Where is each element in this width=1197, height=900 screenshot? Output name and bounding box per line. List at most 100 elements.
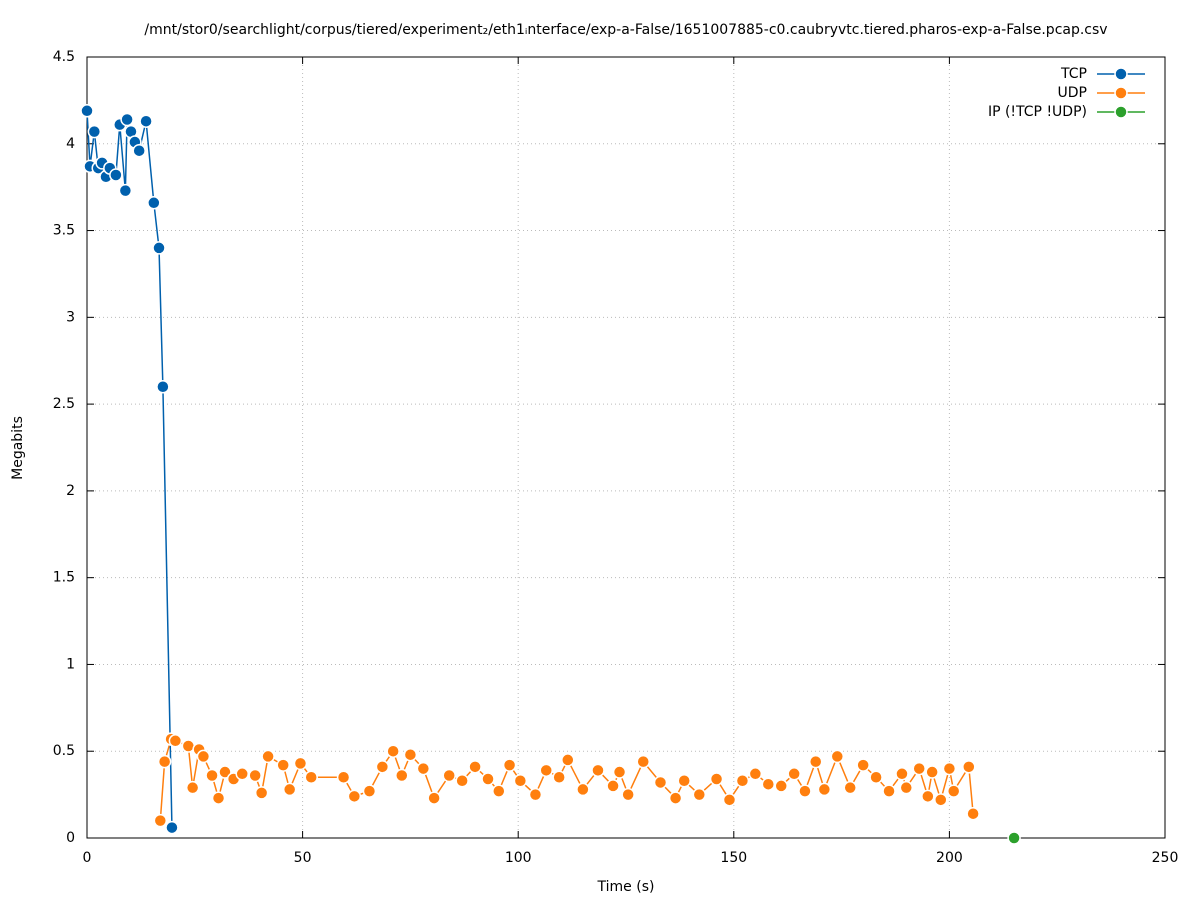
data-point xyxy=(513,773,528,788)
data-point xyxy=(109,168,123,182)
data-point xyxy=(856,758,870,772)
data-point xyxy=(455,773,469,788)
data-point xyxy=(157,754,172,769)
data-point xyxy=(761,777,776,791)
data-point xyxy=(211,791,226,805)
data-point xyxy=(304,770,318,785)
data-point xyxy=(248,768,262,783)
data-point xyxy=(576,782,590,797)
chart-title: /mnt/stor0/searchlight/corpus/tiered/exp… xyxy=(144,22,1107,38)
data-point xyxy=(254,786,269,800)
data-point xyxy=(612,765,627,779)
data-point xyxy=(817,782,832,797)
data-point xyxy=(120,112,134,127)
data-point xyxy=(375,760,390,774)
data-point xyxy=(147,196,161,210)
data-point xyxy=(416,761,431,776)
data-point xyxy=(185,780,200,795)
data-point xyxy=(80,104,94,118)
data-point xyxy=(492,784,506,798)
data-point xyxy=(966,806,980,821)
legend-marker xyxy=(1114,86,1128,100)
data-point xyxy=(921,789,935,804)
data-point xyxy=(362,784,377,798)
x-tick-label: 200 xyxy=(936,850,963,866)
data-point xyxy=(139,114,153,128)
data-point xyxy=(774,779,788,793)
data-point xyxy=(653,775,668,790)
x-tick-label: 50 xyxy=(294,850,312,866)
y-tick-label: 0.5 xyxy=(53,743,75,759)
data-point xyxy=(942,761,957,776)
data-point xyxy=(561,753,575,767)
y-tick-label: 4.5 xyxy=(53,49,75,65)
data-point xyxy=(798,784,812,798)
data-point xyxy=(218,765,232,779)
data-point xyxy=(621,787,635,802)
data-point xyxy=(636,754,650,769)
data-point xyxy=(925,765,939,779)
x-axis-label: Time (s) xyxy=(597,879,655,895)
data-point xyxy=(962,760,976,774)
legend-label: TCP xyxy=(1060,66,1087,82)
y-tick-label: 2 xyxy=(66,483,75,499)
data-point xyxy=(668,791,683,805)
data-point xyxy=(481,772,495,786)
data-point xyxy=(787,767,801,781)
legend-label: UDP xyxy=(1058,85,1087,101)
x-tick-label: 250 xyxy=(1152,850,1179,866)
y-tick-label: 0 xyxy=(66,830,75,846)
data-point xyxy=(403,747,418,762)
y-tick-label: 3.5 xyxy=(53,223,75,239)
x-tick-label: 150 xyxy=(720,850,747,866)
data-point xyxy=(152,241,166,255)
data-point xyxy=(293,756,308,771)
data-point xyxy=(869,770,883,785)
data-point xyxy=(895,767,909,781)
data-point xyxy=(1007,831,1021,845)
data-point xyxy=(132,143,146,158)
data-point xyxy=(677,773,691,788)
y-axis-label: Megabits xyxy=(10,416,26,480)
data-point xyxy=(606,779,620,793)
data-point xyxy=(502,758,517,772)
data-point xyxy=(468,760,482,774)
data-point xyxy=(336,770,351,785)
data-point xyxy=(118,183,133,198)
data-point xyxy=(196,749,211,764)
data-point xyxy=(709,772,724,786)
data-point xyxy=(934,793,948,807)
data-point xyxy=(830,749,845,764)
data-point xyxy=(153,813,168,828)
x-tick-label: 0 xyxy=(83,850,92,866)
data-point xyxy=(735,773,750,788)
data-point xyxy=(722,793,737,807)
data-point xyxy=(748,767,763,781)
data-point xyxy=(882,784,896,798)
data-point xyxy=(692,787,707,802)
legend-marker xyxy=(1114,67,1128,81)
data-point xyxy=(156,380,170,394)
y-tick-label: 1 xyxy=(66,656,75,672)
data-point xyxy=(843,780,857,795)
data-point xyxy=(168,734,183,748)
data-point xyxy=(539,763,553,778)
data-point xyxy=(276,758,290,772)
data-point xyxy=(347,789,362,804)
series-line xyxy=(86,110,173,828)
data-point xyxy=(261,749,275,764)
y-tick-label: 1.5 xyxy=(53,570,75,586)
data-point xyxy=(912,761,926,776)
data-point xyxy=(552,770,566,785)
data-point xyxy=(899,780,914,795)
data-point xyxy=(946,784,961,798)
y-tick-label: 3 xyxy=(66,309,75,325)
plot-border xyxy=(86,56,1166,839)
data-point xyxy=(528,787,543,802)
y-tick-label: 2.5 xyxy=(53,396,75,412)
legend-marker xyxy=(1114,105,1128,119)
data-point xyxy=(87,124,102,139)
data-point xyxy=(442,768,456,783)
data-point xyxy=(235,767,249,781)
data-point xyxy=(386,744,400,758)
